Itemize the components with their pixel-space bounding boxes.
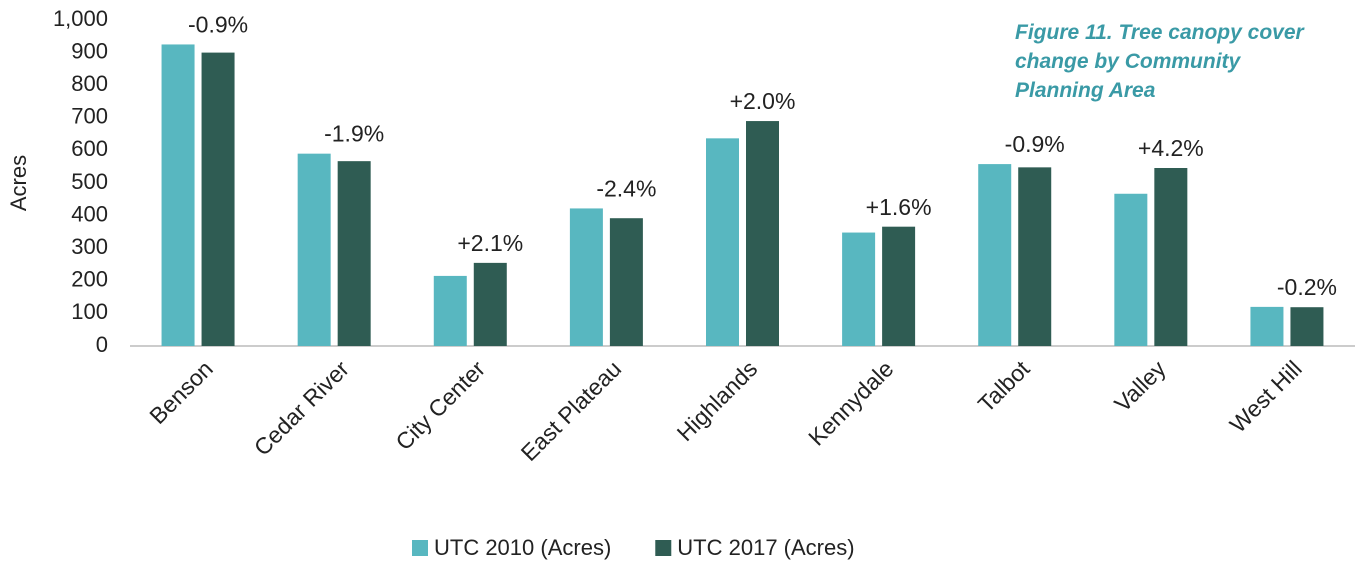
legend-label: UTC 2017 (Acres) (677, 535, 854, 560)
x-tick-label: Highlands (672, 355, 763, 446)
x-tick-label: Kennydale (803, 355, 898, 450)
annotation: -0.9% (1005, 131, 1065, 157)
annotation: +1.6% (866, 194, 932, 220)
bar (161, 44, 195, 346)
annotation: -0.9% (188, 12, 248, 38)
bar (1114, 193, 1148, 346)
y-tick-label: 900 (71, 38, 108, 63)
y-tick-label: 400 (71, 201, 108, 226)
y-tick-label: 0 (96, 332, 108, 357)
bar (842, 232, 876, 346)
annotation: -0.2% (1277, 274, 1337, 300)
y-tick-label: 300 (71, 234, 108, 259)
x-tick-label: Talbot (973, 355, 1035, 417)
bar (1018, 167, 1052, 346)
bar (746, 121, 779, 346)
x-tick-label: West Hill (1225, 355, 1307, 437)
bar (882, 226, 916, 346)
bar (569, 208, 603, 346)
bar (473, 262, 507, 346)
bar (706, 138, 739, 346)
annotation: +2.0% (730, 88, 796, 114)
y-tick-label: 600 (71, 136, 108, 161)
annotation: -1.9% (324, 121, 384, 147)
y-tick-label: 100 (71, 299, 108, 324)
legend-swatch (655, 540, 672, 556)
bar (297, 153, 331, 346)
legend-swatch (412, 540, 428, 556)
annotation: +4.2% (1138, 135, 1204, 161)
bar (433, 275, 467, 346)
legend-label: UTC 2010 (Acres) (434, 535, 611, 560)
bar (978, 164, 1012, 346)
x-tick-label: Benson (144, 355, 218, 429)
y-tick-label: 500 (71, 169, 108, 194)
x-tick-label: Valley (1109, 355, 1171, 417)
y-tick-label: 700 (71, 104, 108, 129)
annotation: +2.1% (457, 230, 523, 256)
annotation: -2.4% (596, 176, 656, 202)
bar (1154, 168, 1188, 346)
bar (1290, 307, 1324, 346)
bar (609, 218, 643, 346)
y-axis-label: Acres (6, 155, 31, 211)
legend: UTC 2010 (Acres) UTC 2017 (Acres) (412, 535, 855, 560)
x-tick-label: City Center (390, 355, 490, 455)
x-tick-label: Cedar River (249, 355, 354, 460)
y-tick-label: 800 (71, 71, 108, 96)
y-tick-label: 1,000 (53, 6, 108, 31)
bar (1250, 306, 1284, 346)
chart-title: Figure 11. Tree canopy cover change by C… (1015, 21, 1304, 102)
x-tick-label: East Plateau (516, 355, 627, 466)
bar (337, 161, 371, 346)
y-tick-label: 200 (71, 267, 108, 292)
bar (201, 52, 235, 346)
